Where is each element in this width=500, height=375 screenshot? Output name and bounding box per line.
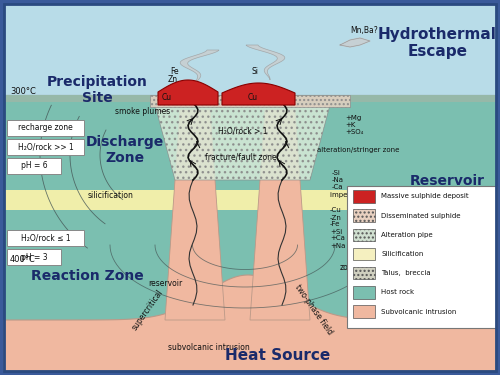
Text: H₂O/rock >> 1: H₂O/rock >> 1 — [18, 142, 74, 152]
FancyBboxPatch shape — [7, 158, 61, 174]
Text: Cu: Cu — [162, 93, 172, 102]
Text: smoke plumes: smoke plumes — [115, 108, 170, 117]
FancyBboxPatch shape — [7, 120, 84, 136]
Polygon shape — [4, 275, 496, 371]
FancyBboxPatch shape — [353, 248, 375, 260]
FancyBboxPatch shape — [353, 305, 375, 318]
FancyBboxPatch shape — [347, 186, 497, 328]
Text: 400°C: 400°C — [10, 255, 36, 264]
Text: zone: zone — [340, 262, 358, 272]
Text: Reaction Zone: Reaction Zone — [31, 268, 144, 283]
Polygon shape — [246, 45, 285, 80]
Text: H₂O/rock ≤ 1: H₂O/rock ≤ 1 — [20, 234, 70, 243]
Text: Disseminated sulphide: Disseminated sulphide — [381, 213, 460, 219]
Text: two-phase field: two-phase field — [293, 283, 335, 337]
Polygon shape — [165, 110, 225, 320]
Text: Precipitation
Site: Precipitation Site — [47, 75, 148, 105]
Text: -Cu
-Zn
-Fe
+Si
+Ca
+Na: -Cu -Zn -Fe +Si +Ca +Na — [330, 207, 345, 249]
Text: recharge zone: recharge zone — [18, 123, 73, 132]
Bar — [4, 95, 496, 102]
Text: subvolcanic intrusion: subvolcanic intrusion — [168, 344, 250, 352]
FancyBboxPatch shape — [353, 267, 375, 279]
Text: Massive sulphide deposit: Massive sulphide deposit — [381, 194, 468, 200]
Text: Zn: Zn — [168, 75, 178, 84]
Text: impermeable barrier: impermeable barrier — [330, 192, 402, 198]
FancyBboxPatch shape — [7, 139, 84, 155]
FancyBboxPatch shape — [353, 190, 375, 203]
Polygon shape — [155, 105, 330, 180]
Text: Cu: Cu — [248, 93, 258, 102]
Text: alteration/stringer zone: alteration/stringer zone — [317, 147, 400, 153]
Text: Si: Si — [252, 68, 259, 76]
Polygon shape — [340, 38, 370, 47]
Polygon shape — [250, 110, 310, 320]
Bar — [4, 190, 496, 210]
FancyBboxPatch shape — [353, 229, 375, 241]
Text: H₂O/rock > 1: H₂O/rock > 1 — [218, 126, 268, 135]
Text: +Mg
+K
+SO₄: +Mg +K +SO₄ — [345, 115, 364, 135]
Text: 300°C: 300°C — [10, 87, 36, 96]
Text: Alteration pipe: Alteration pipe — [381, 232, 432, 238]
Text: Hydrothermal
Escape: Hydrothermal Escape — [378, 27, 497, 59]
Bar — [150, 95, 350, 107]
FancyBboxPatch shape — [353, 286, 375, 298]
FancyBboxPatch shape — [7, 230, 84, 246]
Text: -Si
-Na
-Ca: -Si -Na -Ca — [332, 170, 344, 190]
FancyBboxPatch shape — [353, 210, 375, 222]
Text: Silicification: Silicification — [381, 251, 424, 257]
Text: silicification: silicification — [88, 190, 134, 200]
Text: pH = 6: pH = 6 — [20, 162, 48, 171]
Polygon shape — [180, 50, 219, 85]
Text: Subvolcanic intrusion: Subvolcanic intrusion — [381, 309, 456, 315]
Text: supercritical: supercritical — [130, 288, 164, 332]
Text: Discharge
Zone: Discharge Zone — [86, 135, 164, 165]
Polygon shape — [158, 80, 218, 105]
Text: pH = 3: pH = 3 — [20, 252, 48, 261]
Bar — [4, 99, 496, 329]
Bar — [4, 4, 496, 99]
Text: Fe: Fe — [170, 68, 178, 76]
FancyBboxPatch shape — [7, 249, 61, 265]
Text: Heat Source: Heat Source — [225, 348, 330, 363]
Text: reservoir: reservoir — [148, 279, 182, 288]
Text: fracture/fault zone: fracture/fault zone — [205, 153, 277, 162]
Text: Mn,Ba?: Mn,Ba? — [350, 26, 378, 34]
Text: Reservoir
Cap: Reservoir Cap — [410, 174, 485, 204]
Polygon shape — [222, 83, 295, 105]
Text: Host rock: Host rock — [381, 290, 414, 296]
Text: Talus,  breccia: Talus, breccia — [381, 270, 430, 276]
